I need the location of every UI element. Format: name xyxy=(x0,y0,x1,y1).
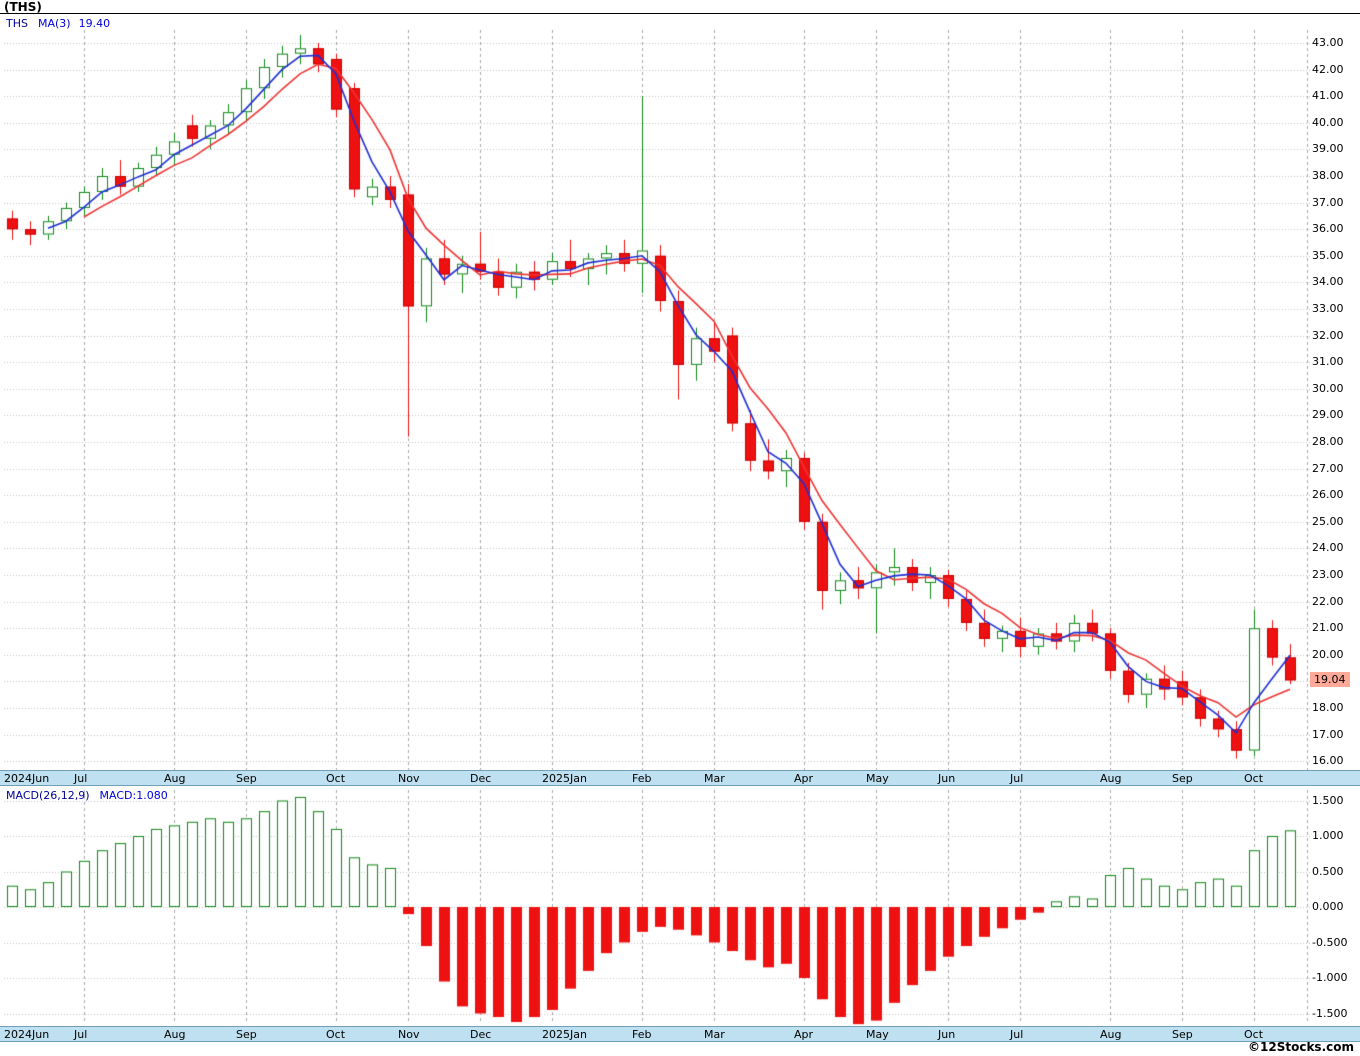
month-label: 2024Jun xyxy=(4,1028,50,1041)
price-tick-label: 43.00 xyxy=(1312,36,1344,49)
month-label: Oct xyxy=(326,772,346,785)
month-label: Jun xyxy=(938,1028,956,1041)
price-tick-label: 37.00 xyxy=(1312,195,1344,209)
price-tick-label: 29.00 xyxy=(1312,408,1344,422)
month-label: Dec xyxy=(470,772,492,785)
site-credit[interactable]: ©12Stocks.com xyxy=(1248,1040,1354,1054)
month-label: Aug xyxy=(164,772,186,785)
month-label: May xyxy=(866,772,889,785)
month-label: Jul xyxy=(1010,772,1024,785)
price-chart-legend: THS MA(3) 19.40 xyxy=(6,17,110,30)
price-tick-label: 39.00 xyxy=(1312,142,1344,156)
x-axis-months-bottom: 2024Jun Jul Aug Sep Oct Nov Dec 2025Jan Feb Mar Ap… xyxy=(0,1026,1360,1042)
price-tick-label: 27.00 xyxy=(1312,461,1344,475)
macd-tick-label: -0.500 xyxy=(1312,935,1348,949)
legend-ma-value: 19.40 xyxy=(78,17,111,30)
month-label: 2025Jan xyxy=(542,772,587,785)
month-label: Jul xyxy=(1010,1028,1024,1041)
month-label: 2025Jan xyxy=(542,1028,587,1041)
month-label: Mar xyxy=(704,772,725,785)
price-axis: 43.00 42.00 41.00 40.00 39.00 38.00 37.00 36.00… xyxy=(1312,14,1358,770)
month-label: Jul xyxy=(74,772,88,785)
price-tick-label: 38.00 xyxy=(1312,169,1344,182)
macd-legend-label: MACD(26,12,9) xyxy=(6,789,90,802)
page-title: (THS) xyxy=(4,0,42,14)
macd-legend: MACD(26,12,9) MACD:1.080 xyxy=(6,789,168,802)
x-axis-months-top: 2024Jun Jul Aug Sep Oct Nov Dec 2025Jan Feb Mar Ap… xyxy=(0,770,1360,786)
price-tick-label: 31.00 xyxy=(1312,355,1344,369)
month-label: Sep xyxy=(236,772,257,785)
price-tick-label: 28.00 xyxy=(1312,435,1344,448)
macd-tick-label: 0.500 xyxy=(1312,864,1344,878)
month-label: Aug xyxy=(1100,1028,1122,1041)
month-label: Aug xyxy=(164,1028,186,1041)
price-tick-label: 25.00 xyxy=(1312,514,1344,528)
legend-ma-label: MA(3) xyxy=(37,17,71,30)
chart-top-border xyxy=(0,13,1360,14)
month-label: Jun xyxy=(938,772,956,785)
price-tick-label: 40.00 xyxy=(1312,115,1344,129)
price-tick-label: 16.00 xyxy=(1312,754,1344,768)
price-chart-canvas xyxy=(4,14,1310,770)
month-label: Apr xyxy=(794,772,814,785)
price-tick-label: 26.00 xyxy=(1312,488,1344,502)
price-tick-label: 41.00 xyxy=(1312,89,1344,103)
month-label: Feb xyxy=(632,1028,652,1041)
month-label: May xyxy=(866,1028,889,1041)
price-tick-label: 30.00 xyxy=(1312,381,1344,395)
month-label: Oct xyxy=(1244,1028,1264,1041)
macd-tick-label: 1.000 xyxy=(1312,829,1344,842)
month-label: Sep xyxy=(236,1028,257,1041)
price-tick-label: 36.00 xyxy=(1312,222,1344,236)
price-tick-label: 22.00 xyxy=(1312,594,1344,608)
price-tick-label: 32.00 xyxy=(1312,328,1344,342)
macd-tick-label: 0.000 xyxy=(1312,900,1344,913)
month-label: Oct xyxy=(1244,772,1264,785)
month-label: Sep xyxy=(1172,772,1193,785)
legend-symbol: THS xyxy=(6,17,28,30)
price-tick-label: 42.00 xyxy=(1312,62,1344,76)
month-label: Mar xyxy=(704,1028,725,1041)
last-price-tag: 19.04 xyxy=(1310,672,1350,688)
month-label: Sep xyxy=(1172,1028,1193,1041)
month-label: Jul xyxy=(74,1028,88,1041)
month-label: Aug xyxy=(1100,772,1122,785)
price-tick-label: 33.00 xyxy=(1312,302,1344,315)
month-label: Dec xyxy=(470,1028,492,1041)
month-label: Apr xyxy=(794,1028,814,1041)
macd-tick-label: -1.000 xyxy=(1312,971,1348,984)
month-label: 2024Jun xyxy=(4,772,50,785)
price-tick-label: 18.00 xyxy=(1312,701,1344,714)
price-tick-label: 23.00 xyxy=(1312,568,1344,581)
price-tick-label: 21.00 xyxy=(1312,621,1344,635)
month-label: Nov xyxy=(398,1028,420,1041)
price-tick-label: 17.00 xyxy=(1312,727,1344,741)
price-tick-label: 35.00 xyxy=(1312,248,1344,262)
macd-legend-value: MACD:1.080 xyxy=(99,789,168,802)
macd-axis: 1.500 1.000 0.500 0.000 -0.500 -1.000 -1.500 xyxy=(1312,786,1358,1026)
price-tick-label: 24.00 xyxy=(1312,541,1344,555)
macd-chart-canvas xyxy=(4,786,1310,1026)
price-tick-label: 20.00 xyxy=(1312,647,1344,661)
macd-tick-label: 1.500 xyxy=(1312,793,1344,807)
month-label: Feb xyxy=(632,772,652,785)
month-label: Oct xyxy=(326,1028,346,1041)
macd-tick-label: -1.500 xyxy=(1312,1006,1348,1020)
month-label: Nov xyxy=(398,772,420,785)
price-tick-label: 34.00 xyxy=(1312,275,1344,289)
